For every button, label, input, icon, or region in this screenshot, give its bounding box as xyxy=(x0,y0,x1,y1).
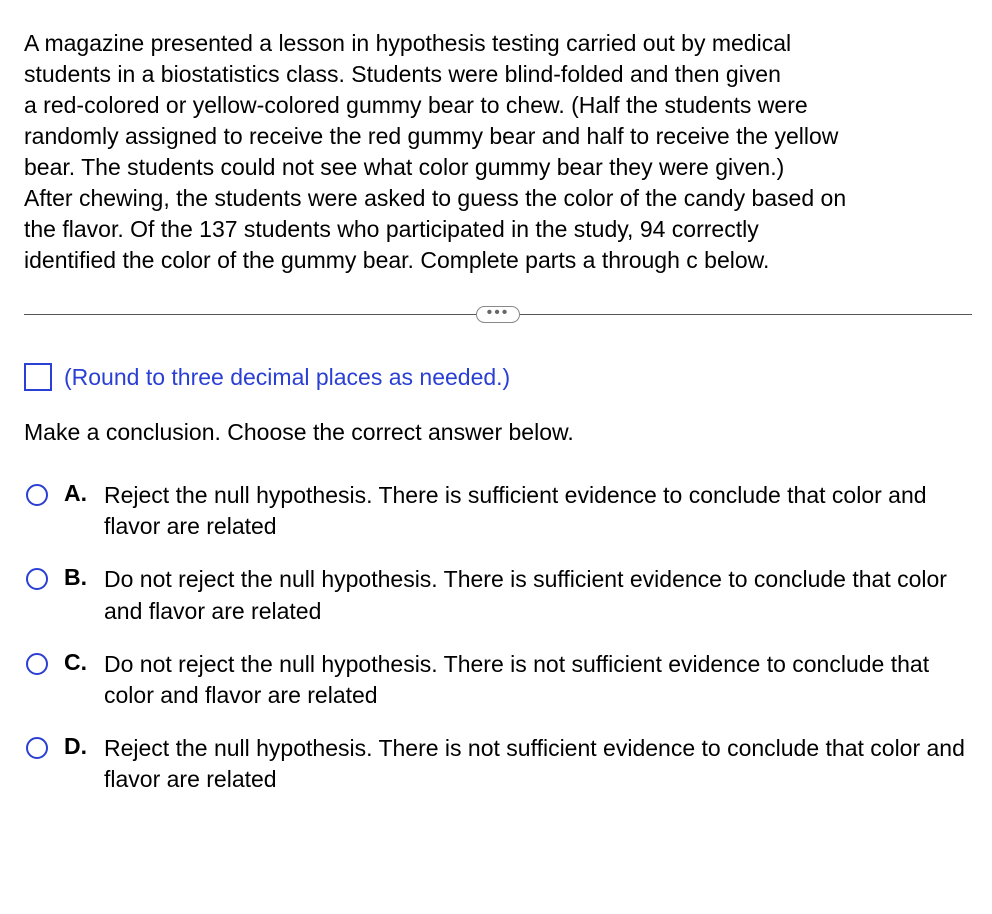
option-letter: A. xyxy=(64,480,90,507)
option-d: D. Reject the null hypothesis. There is … xyxy=(26,733,972,795)
question-page: A magazine presented a lesson in hypothe… xyxy=(0,0,992,825)
radio-a[interactable] xyxy=(26,484,48,506)
numeric-answer-input[interactable] xyxy=(24,363,52,391)
option-b: B. Do not reject the null hypothesis. Th… xyxy=(26,564,972,626)
option-letter: B. xyxy=(64,564,90,591)
option-c: C. Do not reject the null hypothesis. Th… xyxy=(26,649,972,711)
section-divider: ••• xyxy=(24,306,972,323)
answer-input-row: (Round to three decimal places as needed… xyxy=(24,363,972,391)
conclusion-instruction: Make a conclusion. Choose the correct an… xyxy=(24,419,972,446)
option-letter: D. xyxy=(64,733,90,760)
radio-b[interactable] xyxy=(26,568,48,590)
options-list: A. Reject the null hypothesis. There is … xyxy=(24,480,972,794)
option-text: Reject the null hypothesis. There is suf… xyxy=(104,480,972,542)
radio-c[interactable] xyxy=(26,653,48,675)
divider-line-right xyxy=(520,314,972,315)
option-text: Reject the null hypothesis. There is not… xyxy=(104,733,972,795)
rounding-hint: (Round to three decimal places as needed… xyxy=(64,364,510,391)
option-text: Do not reject the null hypothesis. There… xyxy=(104,649,972,711)
radio-d[interactable] xyxy=(26,737,48,759)
expand-icon[interactable]: ••• xyxy=(476,306,521,323)
option-text: Do not reject the null hypothesis. There… xyxy=(104,564,972,626)
divider-line-left xyxy=(24,314,476,315)
question-prompt: A magazine presented a lesson in hypothe… xyxy=(24,28,972,276)
option-a: A. Reject the null hypothesis. There is … xyxy=(26,480,972,542)
option-letter: C. xyxy=(64,649,90,676)
